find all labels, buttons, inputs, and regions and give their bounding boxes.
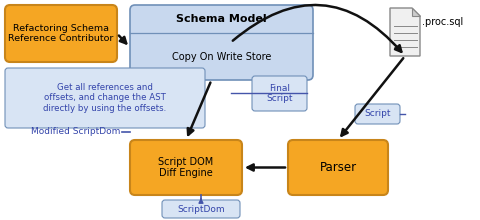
Text: ScriptDom: ScriptDom — [177, 205, 225, 213]
Polygon shape — [390, 8, 420, 56]
FancyBboxPatch shape — [355, 104, 400, 124]
FancyArrowPatch shape — [233, 5, 401, 52]
FancyBboxPatch shape — [5, 5, 117, 62]
FancyBboxPatch shape — [130, 140, 242, 195]
FancyBboxPatch shape — [162, 200, 240, 218]
FancyBboxPatch shape — [130, 5, 313, 80]
Text: Schema Model: Schema Model — [176, 14, 267, 24]
Text: Script DOM
Diff Engine: Script DOM Diff Engine — [158, 157, 214, 178]
Text: Script: Script — [364, 110, 391, 119]
Text: .proc.sql: .proc.sql — [422, 17, 463, 27]
FancyBboxPatch shape — [288, 140, 388, 195]
Text: Refactoring Schema
Reference Contributor: Refactoring Schema Reference Contributor — [8, 24, 114, 43]
Text: Get all references and
offsets, and change the AST
directly by using the offsets: Get all references and offsets, and chan… — [43, 83, 167, 113]
Polygon shape — [412, 8, 420, 16]
Text: Parser: Parser — [319, 161, 357, 174]
FancyBboxPatch shape — [5, 68, 205, 128]
Text: Final
Script: Final Script — [266, 84, 293, 103]
Text: Copy On Write Store: Copy On Write Store — [172, 51, 271, 62]
FancyBboxPatch shape — [252, 76, 307, 111]
Text: Modified ScriptDom: Modified ScriptDom — [31, 128, 120, 136]
